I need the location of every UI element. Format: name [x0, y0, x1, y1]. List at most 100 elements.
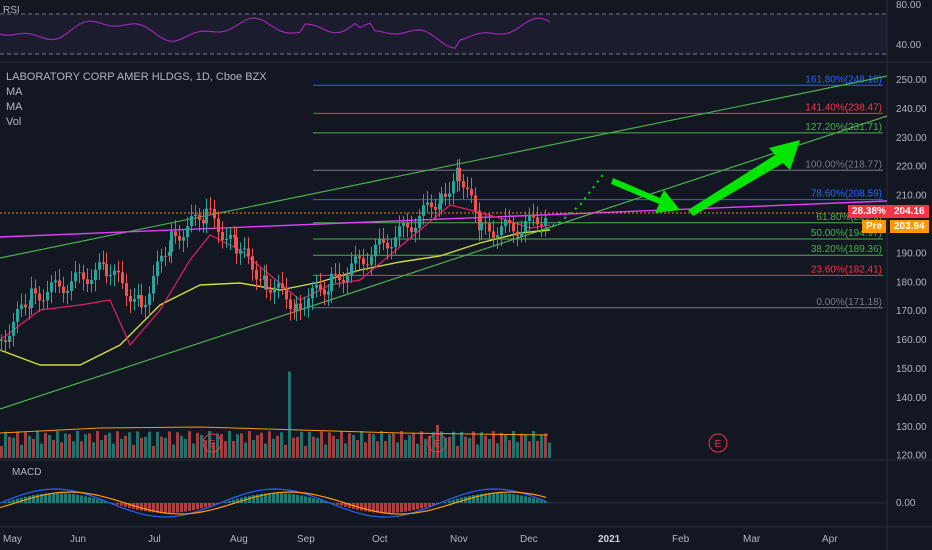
candle-body — [221, 232, 224, 241]
volume-bar — [300, 431, 303, 458]
candle-body — [285, 287, 288, 300]
volume-bar — [180, 435, 183, 458]
macd-histogram-bar — [228, 500, 231, 503]
earnings-marker-label: E — [434, 439, 441, 450]
volume-bar — [196, 432, 199, 458]
macd-histogram-bar — [364, 503, 367, 512]
macd-histogram-bar — [56, 493, 59, 503]
volume-bar — [72, 441, 75, 458]
candle-body — [121, 272, 124, 284]
candle-body — [390, 247, 393, 249]
legend-vol[interactable]: Vol — [6, 116, 22, 128]
ma-slow-line — [0, 229, 551, 366]
macd-histogram-bar — [268, 493, 271, 503]
fib-level-label: 141.40%(238.47) — [805, 102, 882, 113]
macd-histogram-bar — [144, 503, 147, 512]
macd-histogram-bar — [68, 493, 71, 503]
macd-histogram-bar — [448, 500, 451, 503]
volume-bar — [224, 441, 227, 458]
candle-body — [452, 181, 455, 194]
candle-body — [144, 304, 147, 308]
volume-bar — [40, 443, 43, 458]
volume-bar — [248, 431, 251, 458]
volume-bar — [240, 433, 243, 458]
macd-histogram-bar — [532, 498, 535, 503]
macd-histogram-bar — [80, 495, 83, 503]
macd-histogram-bar — [424, 503, 427, 508]
candle-body — [117, 270, 120, 273]
volume-bar — [536, 440, 539, 458]
macd-histogram-bar — [116, 503, 119, 505]
price-tick-label: 180.00 — [896, 277, 927, 288]
volume-bar — [144, 436, 147, 458]
legend-ma-1[interactable]: MA — [6, 86, 23, 98]
volume-bar — [260, 432, 263, 458]
volume-bar — [108, 432, 111, 458]
candle-body — [34, 288, 37, 294]
candle-body — [46, 291, 49, 301]
volume-bar — [20, 444, 23, 458]
volume-bar — [456, 445, 459, 458]
macd-histogram-bar — [452, 499, 455, 503]
volume-bar — [132, 444, 135, 458]
legend-ma-2[interactable]: MA — [6, 101, 23, 113]
candle-body — [289, 299, 292, 310]
macd-histogram-bar — [124, 503, 127, 507]
candle-body — [62, 286, 65, 293]
volume-bar — [160, 436, 163, 458]
candle-body — [259, 279, 262, 281]
macd-histogram-bar — [192, 503, 195, 511]
volume-bar — [376, 441, 379, 458]
date-tick-label: Oct — [372, 534, 388, 545]
pre-market-price-badge: 203.94 — [890, 220, 929, 233]
candle-body — [536, 217, 539, 225]
candle-body — [58, 280, 61, 287]
macd-histogram-bar — [348, 503, 351, 508]
candle-body — [90, 280, 93, 285]
macd-histogram-bar — [512, 494, 515, 503]
macd-histogram-bar — [496, 493, 499, 503]
volume-bar — [124, 435, 127, 458]
candle-body — [478, 210, 481, 231]
macd-histogram-bar — [284, 493, 287, 503]
macd-histogram-bar — [48, 493, 51, 503]
candle-body — [422, 204, 425, 216]
candle-body — [263, 275, 266, 280]
date-tick-label: Apr — [822, 534, 838, 545]
candle-body — [233, 234, 236, 237]
candle-body — [430, 202, 433, 207]
macd-histogram-bar — [420, 503, 423, 509]
candle-body — [323, 289, 326, 295]
volume-bar — [220, 434, 223, 458]
candle-body — [434, 206, 437, 210]
price-tick-label: 120.00 — [896, 451, 927, 462]
volume-bar — [0, 446, 3, 458]
fib-level-label: 38.20%(189.36) — [811, 244, 882, 255]
macd-histogram-bar — [256, 494, 259, 503]
macd-histogram-bar — [36, 494, 39, 503]
volume-bar — [304, 445, 307, 458]
candle-body — [366, 264, 369, 266]
macd-histogram-bar — [248, 495, 251, 503]
fib-level-label: 78.60%(208.59) — [811, 189, 882, 200]
volume-bar — [28, 435, 31, 458]
macd-histogram-bar — [20, 497, 23, 503]
green-arrow-down — [611, 178, 680, 213]
pre-price: 203.94 — [894, 221, 925, 232]
candle-body — [16, 308, 19, 322]
price-tick-label: 150.00 — [896, 364, 927, 375]
candle-body — [386, 242, 389, 249]
candle-body — [38, 293, 41, 301]
macd-histogram-bar — [336, 503, 339, 505]
candle-body — [156, 261, 159, 277]
macd-histogram-bar — [12, 499, 15, 503]
candle-body — [273, 287, 276, 293]
macd-histogram-bar — [308, 497, 311, 503]
candle-body — [444, 193, 447, 197]
volume-bar — [80, 441, 83, 458]
resistance-line — [0, 200, 888, 238]
volume-bar — [84, 434, 87, 458]
volume-bar — [444, 437, 447, 458]
candle-body — [338, 274, 341, 281]
